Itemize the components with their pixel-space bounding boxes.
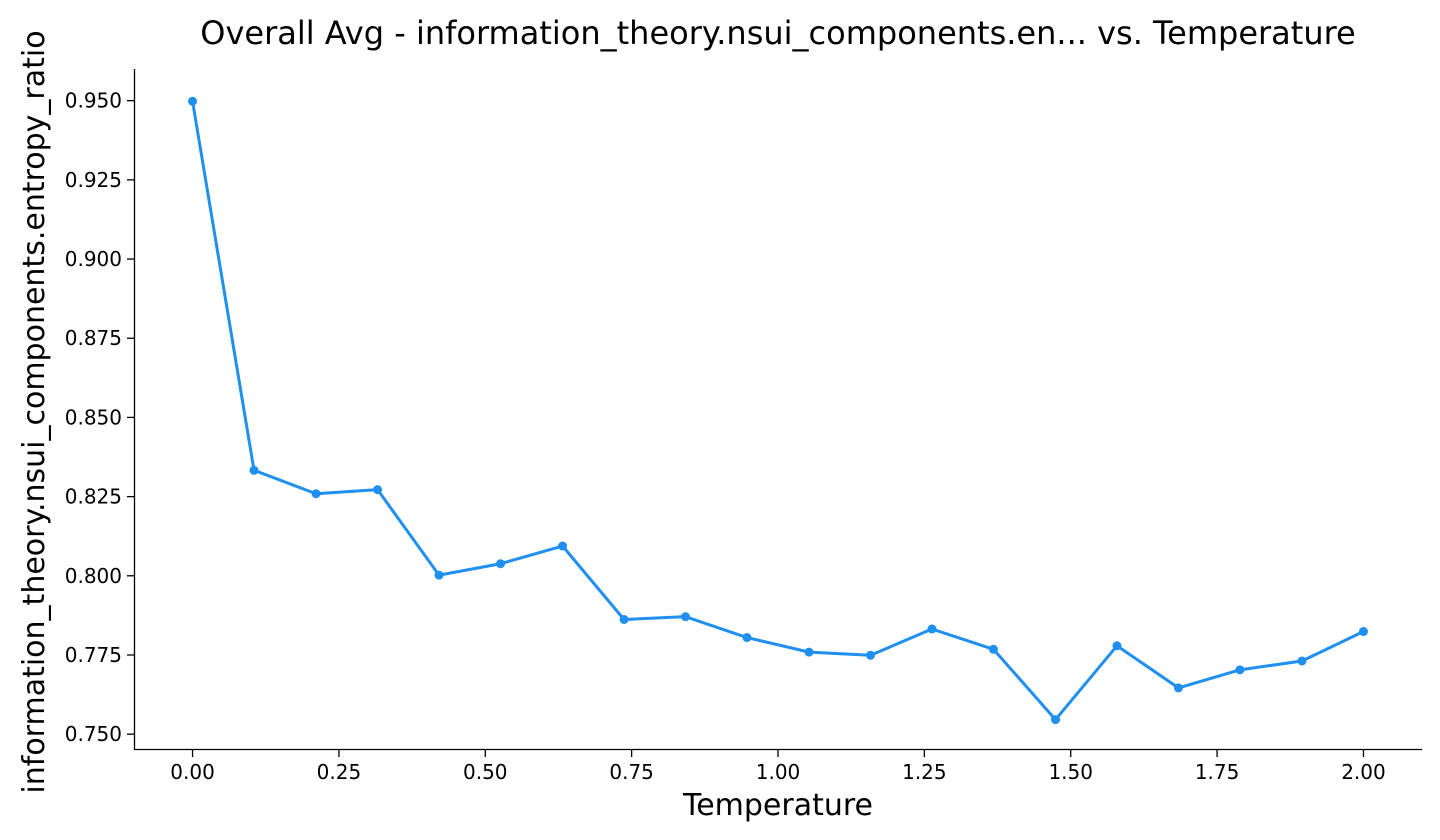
y-tick-label: 0.925: [65, 168, 122, 192]
data-point: [188, 96, 198, 106]
y-tick-label: 0.825: [65, 485, 122, 509]
data-point: [373, 485, 383, 495]
data-point: [434, 570, 444, 580]
x-tick-label: 1.50: [1048, 760, 1093, 784]
data-point: [1112, 641, 1122, 651]
data-point: [619, 615, 629, 625]
data-point: [927, 624, 937, 634]
data-point: [1235, 665, 1245, 675]
x-tick-label: 0.25: [317, 760, 362, 784]
x-tick-label: 0.75: [609, 760, 654, 784]
y-tick-label: 0.775: [65, 643, 122, 667]
data-point: [804, 647, 814, 657]
data-point: [558, 541, 568, 551]
data-point: [495, 559, 505, 569]
y-tick-label: 0.850: [65, 405, 122, 429]
y-tick-label: 0.900: [65, 247, 122, 271]
chart-title: Overall Avg - information_theory.nsui_co…: [200, 14, 1355, 52]
y-tick-label: 0.875: [65, 326, 122, 350]
y-tick-label: 0.950: [65, 89, 122, 113]
data-point: [1173, 683, 1183, 693]
x-tick-label: 2.00: [1341, 760, 1386, 784]
data-point: [1297, 656, 1307, 666]
x-axis-ticks: 0.00 0.25 0.50 0.75 1.00 1.25 1.50 1.75 2.00: [170, 750, 1386, 784]
series-group: [188, 96, 1368, 725]
x-tick-label: 0.00: [170, 760, 215, 784]
y-tick-label: 0.800: [65, 564, 122, 588]
series-line: [191, 99, 1365, 722]
data-point: [680, 612, 690, 622]
x-axis-label: Temperature: [682, 788, 873, 823]
data-point: [311, 489, 321, 499]
data-point: [249, 465, 259, 475]
x-tick-label: 1.00: [756, 760, 801, 784]
x-tick-label: 0.50: [463, 760, 508, 784]
data-point: [742, 633, 752, 643]
x-tick-label: 1.25: [902, 760, 947, 784]
y-axis-label: information_theory.nsui_components.entro…: [17, 30, 52, 793]
data-point: [1051, 715, 1061, 725]
y-tick-label: 0.750: [65, 722, 122, 746]
data-point: [1358, 627, 1368, 637]
data-point: [866, 650, 876, 660]
x-tick-label: 1.75: [1195, 760, 1240, 784]
data-point: [988, 644, 998, 654]
y-axis-ticks: 0.750 0.775 0.800 0.825 0.850 0.875 0.900 0.925…: [65, 89, 134, 746]
